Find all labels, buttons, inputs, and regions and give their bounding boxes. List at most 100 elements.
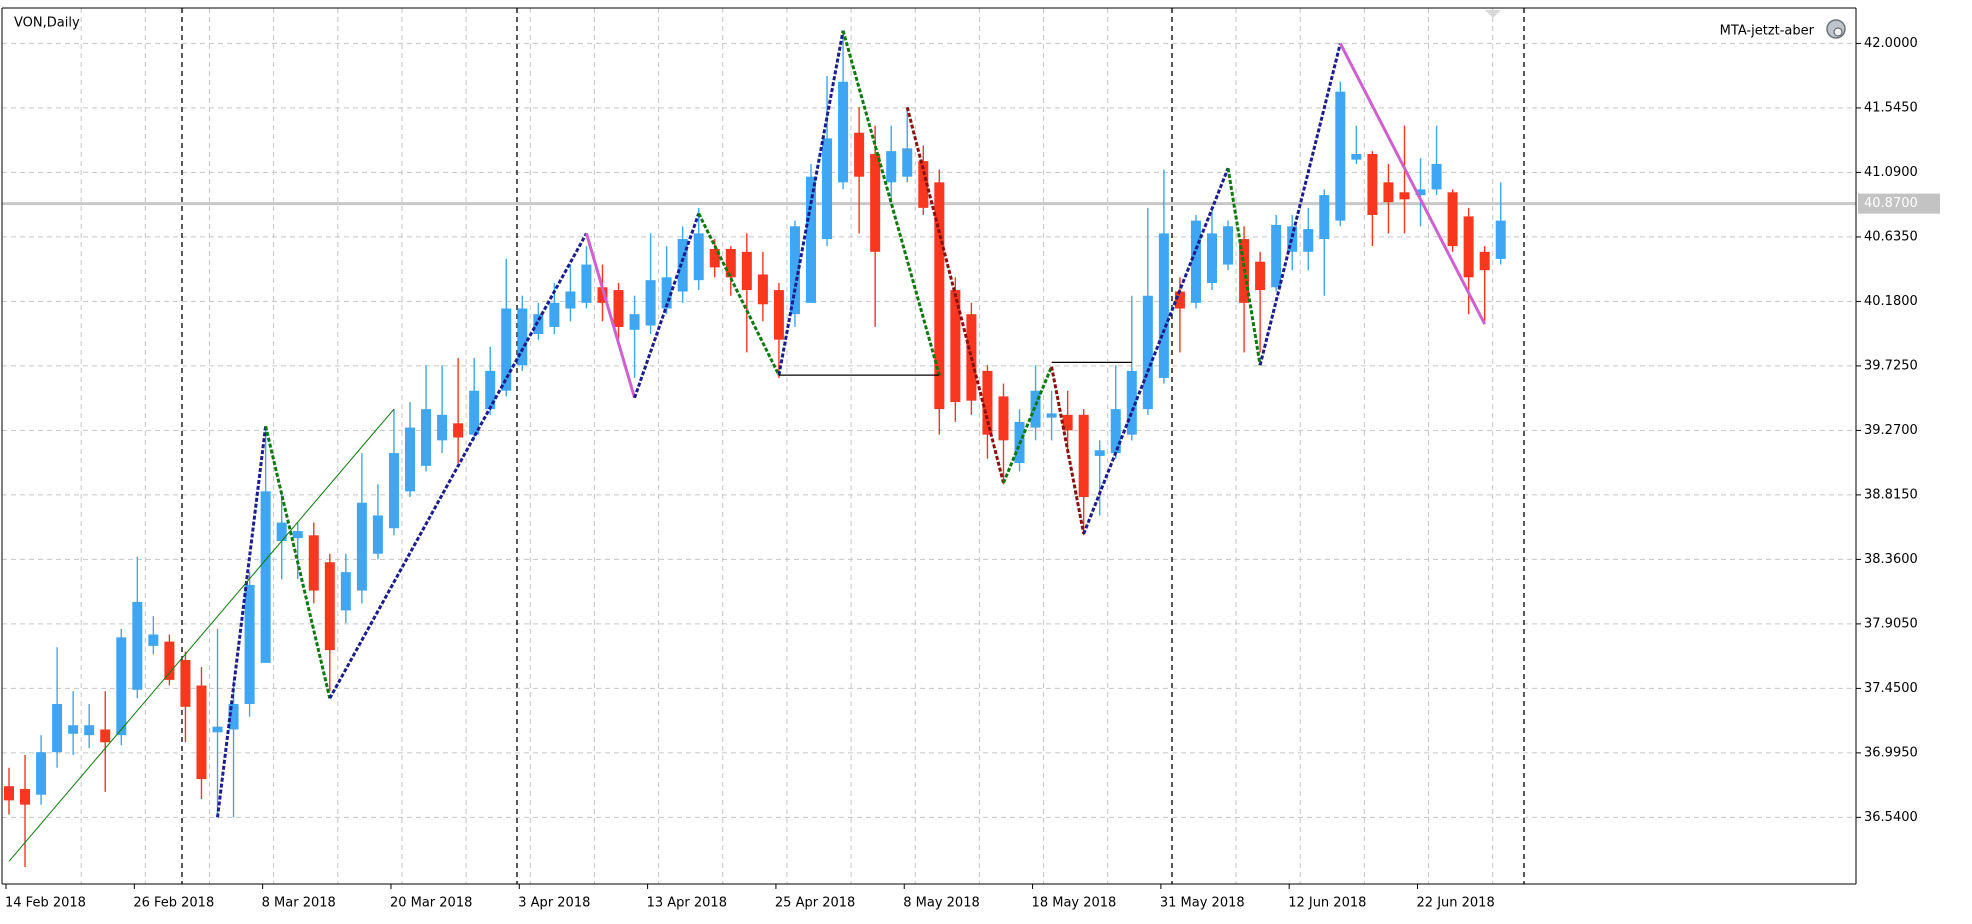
y-tick-label: 41.5450: [1864, 100, 1918, 115]
overlay-line: [264, 425, 332, 699]
candle-body: [934, 182, 945, 410]
candle-body: [453, 423, 464, 438]
period-separators: [181, 8, 1525, 884]
overlay-line: [905, 106, 1005, 484]
y-tick-label: 36.5400: [1864, 810, 1918, 825]
candle-body: [741, 251, 752, 291]
candle-body: [132, 601, 143, 690]
candle-body: [1431, 163, 1442, 190]
candle-body: [806, 176, 816, 303]
candle-body: [950, 290, 961, 403]
candle-body: [100, 729, 111, 743]
candle-body: [1078, 414, 1089, 498]
candle-body: [1367, 154, 1378, 215]
candle-body: [1126, 370, 1137, 435]
overlay-line: [1082, 167, 1230, 535]
x-tick-label: 20 Mar 2018: [390, 896, 472, 911]
candle-body: [1158, 233, 1169, 378]
candle-body: [421, 409, 432, 466]
x-tick-label: 18 May 2018: [1032, 896, 1117, 911]
last-price-box: [1858, 193, 1940, 214]
candle-body: [709, 248, 720, 268]
y-tick-label: 39.7250: [1864, 358, 1918, 373]
candle-body: [1207, 233, 1217, 283]
candle-body: [581, 264, 592, 303]
candle-body: [1415, 189, 1426, 196]
candle-body: [52, 703, 63, 753]
indicator-label: MTA-jetzt-aber: [1720, 24, 1815, 39]
candle-body: [902, 148, 913, 177]
x-tick-label: 8 Mar 2018: [262, 896, 336, 911]
candle-body: [180, 660, 191, 707]
candle-body: [116, 637, 127, 736]
candle-body: [1479, 251, 1490, 271]
y-tick-label: 38.3600: [1864, 552, 1918, 567]
x-tick-label: 25 Apr 2018: [775, 896, 855, 911]
y-tick-label: 37.4500: [1864, 681, 1918, 696]
candle-body: [1223, 226, 1234, 265]
candle-body: [870, 154, 881, 252]
candle-body: [1046, 413, 1057, 418]
y-tick-label: 41.0900: [1864, 165, 1918, 180]
candle-body: [725, 248, 736, 278]
y-tick-label: 36.9950: [1864, 745, 1918, 760]
candle-body: [485, 370, 496, 410]
candle-body: [1335, 91, 1346, 221]
candle-body: [308, 535, 319, 591]
candle-body: [84, 725, 95, 736]
candle-body: [773, 290, 784, 340]
candle-body: [20, 789, 31, 805]
candle-body: [501, 308, 512, 391]
icon-dial: [1833, 27, 1843, 37]
overlay-line: [1002, 366, 1053, 484]
overlay-line: [585, 232, 636, 399]
candle-body: [1463, 216, 1474, 278]
y-tick-label: 39.2700: [1864, 423, 1918, 438]
candle-body: [228, 703, 239, 730]
candle-body: [1303, 229, 1314, 252]
candle-body: [292, 531, 303, 539]
trade-marker: [1485, 10, 1501, 18]
candle-body: [4, 786, 14, 801]
overlay-line: [777, 30, 845, 376]
candle-body: [1062, 414, 1073, 431]
overlay-line: [633, 213, 701, 399]
x-tick-label: 14 Feb 2018: [5, 896, 86, 911]
candle-body: [613, 290, 624, 327]
candle-body: [838, 81, 849, 183]
candle-body: [998, 396, 1009, 441]
candle-body: [1447, 192, 1458, 247]
x-tick-label: 22 Jun 2018: [1417, 896, 1495, 911]
candle-body: [388, 453, 399, 529]
overlay-line: [1226, 167, 1262, 366]
candle-body: [549, 302, 560, 327]
candle-body: [260, 491, 271, 663]
y-tick-label: 37.9050: [1864, 616, 1918, 631]
axes: 42.0000 41.5450 41.0900 40.6350 40.1800 39.72…: [1, 7, 1940, 911]
candle-body: [164, 641, 175, 680]
candle-body: [1094, 450, 1105, 456]
x-tick-label: 31 May 2018: [1160, 896, 1245, 911]
candle-body: [1142, 295, 1153, 410]
candle-body: [469, 390, 480, 435]
candle-body: [212, 726, 223, 733]
indicator-icon: [1826, 19, 1846, 39]
candle-body: [356, 502, 367, 591]
candle-body: [68, 725, 79, 734]
candle-body: [36, 752, 47, 795]
candle-body: [918, 161, 929, 208]
candle-body: [196, 685, 207, 780]
overlay-line: [1338, 42, 1487, 325]
chart-title: VON,Daily: [14, 16, 80, 31]
last-price-label: 40.8700: [1864, 196, 1918, 211]
y-tick-label: 42.0000: [1864, 36, 1918, 51]
candle-body: [1319, 195, 1330, 240]
x-tick-label: 26 Feb 2018: [133, 896, 214, 911]
overlay-line: [328, 232, 588, 700]
candle-body: [982, 370, 993, 435]
x-tick-label: 8 May 2018: [903, 896, 980, 911]
candle-body: [854, 132, 865, 177]
candle-body: [886, 151, 897, 183]
